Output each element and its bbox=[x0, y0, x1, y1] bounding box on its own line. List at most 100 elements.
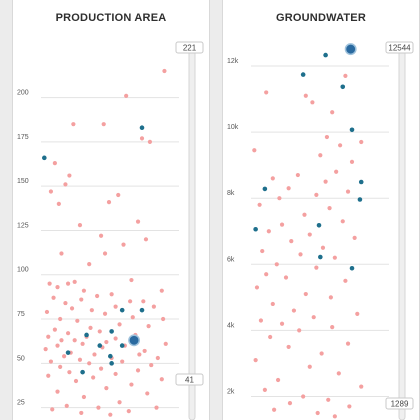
data-point[interactable] bbox=[334, 169, 339, 174]
data-point[interactable] bbox=[277, 196, 282, 201]
highlighted-point[interactable] bbox=[84, 332, 89, 338]
data-point[interactable] bbox=[154, 405, 159, 410]
data-point[interactable] bbox=[314, 192, 319, 197]
data-point[interactable] bbox=[260, 248, 265, 254]
highlighted-point[interactable] bbox=[42, 155, 47, 161]
data-point[interactable] bbox=[303, 291, 308, 297]
data-point[interactable] bbox=[155, 355, 160, 361]
data-point[interactable] bbox=[359, 384, 364, 389]
data-point[interactable] bbox=[307, 364, 312, 369]
data-point[interactable] bbox=[270, 176, 275, 181]
data-point[interactable] bbox=[151, 304, 156, 309]
data-point[interactable] bbox=[320, 245, 326, 250]
data-point[interactable] bbox=[253, 358, 258, 363]
data-point[interactable] bbox=[159, 288, 164, 293]
highlighted-point[interactable] bbox=[349, 127, 355, 133]
data-point[interactable] bbox=[88, 325, 93, 330]
highlighted-point[interactable] bbox=[80, 369, 85, 375]
data-point[interactable] bbox=[270, 301, 275, 307]
selected-point[interactable] bbox=[128, 334, 141, 347]
data-point[interactable] bbox=[257, 202, 262, 207]
data-point[interactable] bbox=[268, 334, 273, 340]
data-point[interactable] bbox=[302, 212, 307, 217]
highlighted-point[interactable] bbox=[139, 125, 145, 131]
data-point[interactable] bbox=[104, 386, 109, 391]
data-point[interactable] bbox=[258, 318, 264, 323]
data-point[interactable] bbox=[162, 68, 167, 74]
data-point[interactable] bbox=[65, 281, 71, 286]
data-point[interactable] bbox=[73, 378, 79, 384]
data-point[interactable] bbox=[46, 334, 51, 339]
data-point[interactable] bbox=[143, 237, 149, 242]
data-point[interactable] bbox=[307, 232, 312, 237]
range-slider-track[interactable] bbox=[188, 47, 196, 420]
data-point[interactable] bbox=[146, 324, 151, 329]
data-point[interactable] bbox=[47, 281, 52, 286]
data-point[interactable] bbox=[314, 265, 319, 270]
slider-min-handle-box[interactable] bbox=[175, 373, 204, 386]
data-point[interactable] bbox=[56, 201, 61, 206]
data-point[interactable] bbox=[129, 382, 134, 387]
data-point[interactable] bbox=[301, 394, 306, 399]
data-point[interactable] bbox=[149, 362, 154, 368]
highlighted-point[interactable] bbox=[97, 343, 103, 348]
highlighted-point[interactable] bbox=[358, 179, 364, 185]
data-point[interactable] bbox=[91, 375, 96, 380]
data-point[interactable] bbox=[303, 93, 308, 98]
data-point[interactable] bbox=[332, 414, 337, 419]
data-point[interactable] bbox=[59, 251, 64, 256]
range-slider-track[interactable] bbox=[398, 47, 406, 420]
data-point[interactable] bbox=[163, 341, 168, 346]
data-point[interactable] bbox=[72, 338, 77, 343]
data-point[interactable] bbox=[75, 318, 80, 323]
data-point[interactable] bbox=[67, 173, 72, 178]
data-point[interactable] bbox=[330, 324, 335, 330]
data-point[interactable] bbox=[252, 148, 257, 153]
data-point[interactable] bbox=[272, 407, 277, 412]
data-point[interactable] bbox=[80, 341, 85, 346]
data-point[interactable] bbox=[327, 206, 332, 211]
data-point[interactable] bbox=[113, 371, 118, 377]
highlighted-point[interactable] bbox=[119, 343, 125, 348]
data-point[interactable] bbox=[117, 400, 122, 405]
data-point[interactable] bbox=[51, 295, 56, 300]
data-point[interactable] bbox=[129, 277, 134, 283]
data-point[interactable] bbox=[79, 410, 84, 416]
data-point[interactable] bbox=[44, 309, 50, 315]
data-point[interactable] bbox=[286, 344, 291, 350]
data-point[interactable] bbox=[264, 90, 269, 95]
data-point[interactable] bbox=[81, 394, 87, 400]
data-point[interactable] bbox=[72, 279, 77, 284]
data-point[interactable] bbox=[77, 223, 83, 228]
data-point[interactable] bbox=[87, 262, 92, 267]
data-point[interactable] bbox=[310, 100, 315, 105]
data-point[interactable] bbox=[137, 352, 142, 357]
data-point[interactable] bbox=[48, 189, 54, 194]
data-point[interactable] bbox=[63, 182, 68, 187]
data-point[interactable] bbox=[126, 409, 131, 414]
data-point[interactable] bbox=[135, 219, 141, 224]
data-point[interactable] bbox=[121, 242, 126, 247]
highlighted-point[interactable] bbox=[119, 307, 125, 313]
data-point[interactable] bbox=[349, 159, 355, 164]
data-point[interactable] bbox=[97, 329, 102, 334]
data-point[interactable] bbox=[52, 161, 57, 166]
data-point[interactable] bbox=[345, 341, 351, 346]
data-point[interactable] bbox=[52, 327, 57, 332]
data-point[interactable] bbox=[43, 347, 48, 352]
data-point[interactable] bbox=[139, 136, 145, 141]
data-point[interactable] bbox=[55, 285, 60, 290]
data-point[interactable] bbox=[92, 352, 97, 357]
data-point[interactable] bbox=[264, 272, 269, 277]
data-point[interactable] bbox=[279, 321, 285, 326]
highlighted-point[interactable] bbox=[318, 254, 323, 260]
data-point[interactable] bbox=[87, 361, 92, 366]
data-point[interactable] bbox=[319, 351, 324, 356]
data-point[interactable] bbox=[142, 348, 147, 354]
highlighted-point[interactable] bbox=[340, 84, 346, 90]
data-point[interactable] bbox=[50, 407, 55, 412]
data-point[interactable] bbox=[254, 285, 260, 290]
data-point[interactable] bbox=[120, 359, 125, 364]
data-point[interactable] bbox=[124, 93, 129, 98]
data-point[interactable] bbox=[275, 377, 281, 383]
